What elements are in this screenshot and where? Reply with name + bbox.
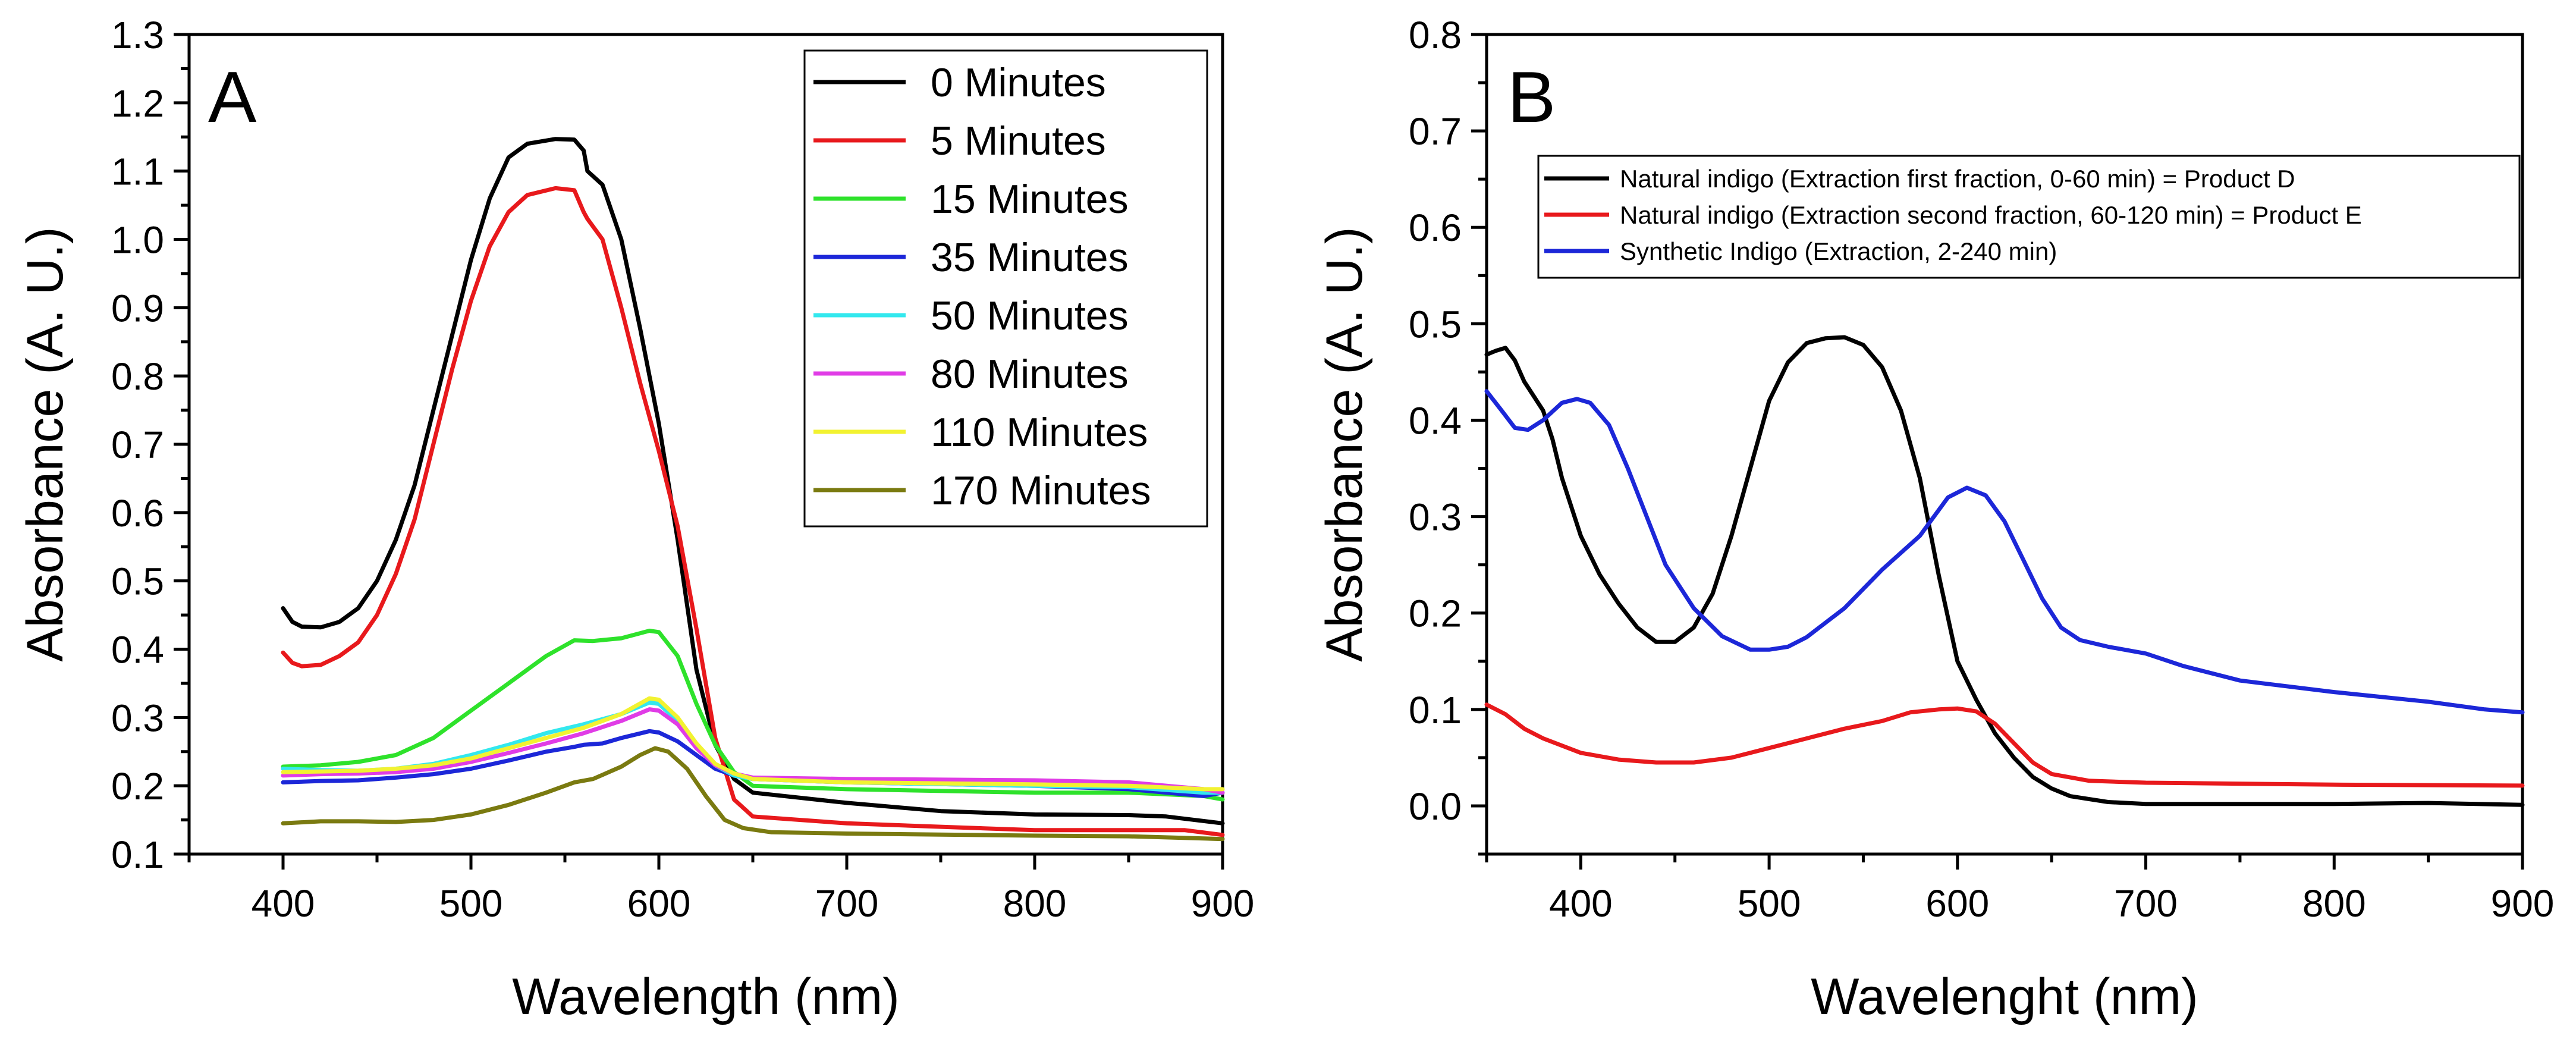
panel-a-y-tick-label: 0.4 <box>111 629 164 671</box>
panel-a-series <box>281 137 1225 842</box>
panel-a-legend-box <box>803 49 1208 528</box>
panel-a-x-axis-title: Wavelength (nm) <box>512 968 900 1025</box>
panel-a-legend-label: 35 Minutes <box>931 235 1129 280</box>
panel-a-x-tick-label: 800 <box>1003 882 1067 925</box>
panel-b-series-line <box>1484 335 2525 807</box>
panel-b-y-tick-label: 0.3 <box>1409 496 1462 539</box>
panel-a-series-line <box>281 629 1225 802</box>
panel-a-series-line <box>281 696 1225 792</box>
panel-a-x-tick-label: 900 <box>1191 882 1255 925</box>
panel-a-ticks: 400 500 600 700 800 900 0.1 0.2 0.3 0.4 0.5 0.6 0.7 0… <box>111 14 1254 925</box>
panel-a-legend-label: 110 Minutes <box>931 410 1148 455</box>
panel-a-y-tick-label: 0.1 <box>111 833 164 876</box>
panel-b-x-tick-label: 700 <box>2114 882 2178 925</box>
panel-b-y-tick-label: 0.5 <box>1409 303 1462 346</box>
panel-a-y-tick-label: 0.2 <box>111 765 164 808</box>
panel-b-x-tick-label: 500 <box>1738 882 1801 925</box>
panel-a-legend-label: 80 Minutes <box>931 352 1129 397</box>
panel-b-y-axis-title: Absorbance (A. U.) <box>1316 227 1373 661</box>
panel-a-legend-label: 50 Minutes <box>931 293 1129 338</box>
panel-a-y-tick-label: 1.2 <box>111 82 164 125</box>
panel-b-y-tick-label: 0.0 <box>1409 785 1462 828</box>
panel-a-y-tick-label: 1.0 <box>111 219 164 262</box>
panel-a-letter: A <box>208 57 257 137</box>
panel-a-series-line <box>281 746 1225 842</box>
panel-b-x-tick-label: 400 <box>1549 882 1613 925</box>
panel-b: 400 500 600 700 800 900 0.0 0.1 0.2 0.3 0.4 0.5 0.6 0… <box>1316 14 2554 1025</box>
panel-a-legend-label: 170 Minutes <box>931 468 1151 513</box>
panel-b-series-line <box>1484 702 2525 788</box>
panel-b-legend-box <box>1537 155 2521 279</box>
panel-a-x-tick-label: 700 <box>815 882 879 925</box>
panel-a-series-line <box>281 707 1225 795</box>
panel-b-series <box>1484 335 2525 807</box>
panel-a-legend: 0 Minutes 5 Minutes 15 Minutes 35 Minutes 50… <box>803 49 1208 528</box>
panel-b-y-tick-label: 0.1 <box>1409 689 1462 732</box>
panel-a-y-tick-label: 0.6 <box>111 492 164 535</box>
panel-a-legend-label: 5 Minutes <box>931 118 1106 164</box>
panel-b-y-tick-label: 0.8 <box>1409 14 1462 57</box>
panel-b-legend-label: Natural indigo (Extraction first fractio… <box>1620 165 2295 193</box>
panel-a: 400 500 600 700 800 900 0.1 0.2 0.3 0.4 0.5 0.6 0.7 0… <box>17 14 1254 1025</box>
panel-b-ticks: 400 500 600 700 800 900 0.0 0.1 0.2 0.3 0.4 0.5 0.6 0… <box>1409 14 2554 925</box>
panel-a-series-line <box>281 137 1225 826</box>
panel-a-x-tick-label: 600 <box>627 882 691 925</box>
panel-b-x-axis-title: Wavelenght (nm) <box>1811 968 2198 1025</box>
panel-b-y-tick-label: 0.7 <box>1409 110 1462 153</box>
panel-a-y-tick-label: 1.1 <box>111 150 164 193</box>
panel-b-x-tick-label: 900 <box>2491 882 2555 925</box>
panel-b-y-tick-label: 0.2 <box>1409 592 1462 635</box>
panel-a-y-tick-label: 0.3 <box>111 696 164 739</box>
panel-b-y-tick-label: 0.6 <box>1409 206 1462 249</box>
panel-b-legend: Natural indigo (Extraction first fractio… <box>1537 155 2521 279</box>
panel-a-y-tick-label: 0.5 <box>111 560 164 603</box>
panel-a-x-tick-label: 500 <box>439 882 503 925</box>
panel-a-y-tick-label: 0.7 <box>111 423 164 466</box>
panel-a-y-tick-label: 0.9 <box>111 287 164 329</box>
panel-a-legend-label: 0 Minutes <box>931 60 1106 105</box>
panel-b-x-tick-label: 600 <box>1925 882 1989 925</box>
panel-a-x-tick-label: 400 <box>252 882 315 925</box>
plot-area-b <box>1485 33 2524 856</box>
panel-a-y-axis-title: Absorbance (A. U.) <box>17 227 74 661</box>
panel-a-series-line <box>281 186 1225 837</box>
panel-b-legend-label: Natural indigo (Extraction second fracti… <box>1620 201 2362 229</box>
panel-a-y-tick-label: 0.8 <box>111 355 164 398</box>
panel-b-y-tick-label: 0.4 <box>1409 399 1462 442</box>
panel-b-series-line <box>1484 389 2525 715</box>
panel-a-y-tick-label: 1.3 <box>111 14 164 57</box>
panel-b-x-tick-label: 800 <box>2302 882 2366 925</box>
panel-b-letter: B <box>1507 57 1556 137</box>
panel-b-legend-label: Synthetic Indigo (Extraction, 2-240 min) <box>1620 237 2057 265</box>
panel-a-legend-label: 15 Minutes <box>931 177 1129 222</box>
